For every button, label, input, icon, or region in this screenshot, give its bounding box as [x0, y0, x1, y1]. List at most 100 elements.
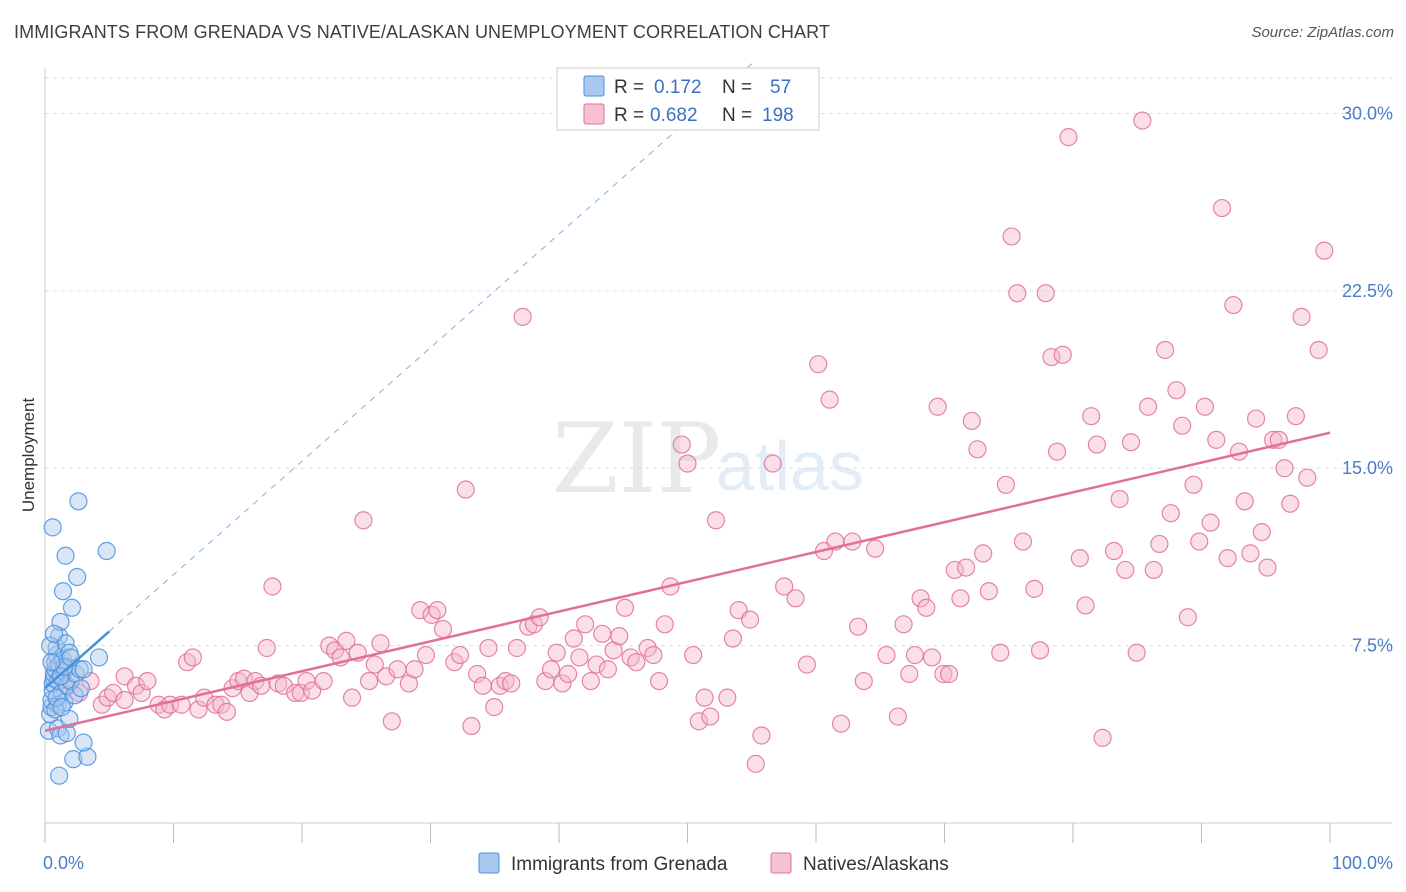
legend-grenada-label: Immigrants from Grenada — [511, 854, 728, 875]
data-point — [911, 589, 930, 608]
data-point — [62, 598, 82, 617]
data-point — [1042, 347, 1061, 367]
data-point — [689, 712, 708, 731]
data-point — [1212, 198, 1232, 218]
data-point — [655, 615, 674, 634]
data-point — [1275, 459, 1294, 478]
legend-natives-swatch-icon — [770, 852, 792, 874]
x-tick-label: 100.0% — [1332, 853, 1393, 873]
data-point — [797, 655, 817, 674]
data-point — [1309, 340, 1328, 360]
data-point — [138, 671, 157, 691]
data-point — [189, 700, 208, 719]
y-tick-label: 22.5% — [1342, 281, 1393, 301]
data-point — [649, 671, 669, 691]
data-point — [274, 676, 293, 695]
data-point — [928, 397, 947, 416]
data-point — [1207, 430, 1226, 449]
data-point — [1025, 579, 1044, 598]
data-point — [456, 480, 475, 499]
data-point — [65, 686, 84, 705]
data-point — [974, 544, 993, 563]
data-point — [502, 674, 521, 693]
data-point — [1315, 241, 1334, 260]
data-point — [1013, 532, 1033, 551]
data-point — [746, 754, 765, 773]
data-point — [485, 698, 504, 717]
x-tick-label: 0.0% — [43, 853, 84, 873]
data-point — [1087, 435, 1106, 454]
data-point — [1144, 560, 1163, 580]
data-point — [382, 712, 401, 731]
data-point — [1241, 544, 1260, 563]
blue-swatch-icon — [583, 75, 605, 97]
data-point — [365, 655, 384, 674]
data-point — [598, 660, 617, 679]
data-point — [752, 726, 771, 745]
data-point — [1082, 407, 1101, 426]
data-point — [314, 671, 333, 691]
legend-r-label: R = — [614, 105, 644, 126]
data-point — [97, 541, 116, 561]
data-point — [74, 733, 93, 752]
data-point — [342, 688, 362, 707]
trend-lines — [44, 63, 1331, 732]
data-point — [428, 601, 447, 620]
data-point — [1127, 643, 1146, 662]
data-point — [917, 598, 936, 617]
data-point — [359, 671, 379, 691]
data-point — [701, 707, 720, 726]
data-point — [1252, 522, 1271, 542]
data-point — [1002, 227, 1021, 246]
data-point — [1156, 340, 1175, 360]
data-point — [1121, 433, 1141, 452]
legend-n-value-pink: 198 — [762, 105, 794, 126]
data-point — [1218, 549, 1237, 568]
legend-n-label: N = — [722, 105, 752, 126]
data-point — [587, 655, 606, 674]
data-point — [968, 440, 987, 459]
data-point — [71, 679, 91, 698]
legend-r-label: R = — [614, 77, 644, 98]
data-point — [1235, 492, 1254, 511]
data-point — [1281, 494, 1300, 513]
data-point — [979, 582, 998, 601]
data-point — [1070, 549, 1089, 568]
legend-grenada-swatch-icon — [478, 852, 500, 874]
data-point — [56, 546, 75, 565]
data-point — [47, 688, 66, 707]
data-point — [951, 589, 970, 608]
data-point — [786, 589, 805, 608]
data-point — [206, 695, 225, 714]
data-point — [1150, 534, 1169, 554]
data-point — [69, 492, 88, 511]
data-point — [1161, 504, 1180, 523]
data-point — [377, 667, 396, 686]
data-point — [78, 747, 97, 766]
data-point — [1201, 513, 1220, 532]
data-point — [1195, 397, 1215, 416]
data-point — [1059, 128, 1078, 147]
watermark: ZIP atlas — [552, 403, 864, 515]
data-point — [416, 645, 436, 665]
data-point — [1224, 295, 1243, 315]
data-point — [42, 653, 61, 672]
data-point — [50, 766, 69, 785]
data-point — [962, 411, 981, 431]
pink-swatch-icon — [583, 103, 605, 125]
data-point — [541, 660, 561, 679]
source-label: Source: ZipAtlas.com — [1251, 24, 1394, 41]
legend-n-label: N = — [722, 77, 752, 98]
data-point — [547, 643, 566, 662]
data-point — [1053, 345, 1072, 364]
data-point — [740, 610, 760, 629]
gridlines — [45, 77, 1392, 647]
data-point — [183, 648, 202, 667]
data-point — [564, 629, 583, 648]
data-point — [1258, 558, 1277, 577]
data-point — [888, 707, 907, 726]
data-point — [52, 698, 71, 717]
data-point — [43, 518, 62, 537]
data-point — [104, 683, 123, 703]
data-point — [1047, 442, 1067, 461]
